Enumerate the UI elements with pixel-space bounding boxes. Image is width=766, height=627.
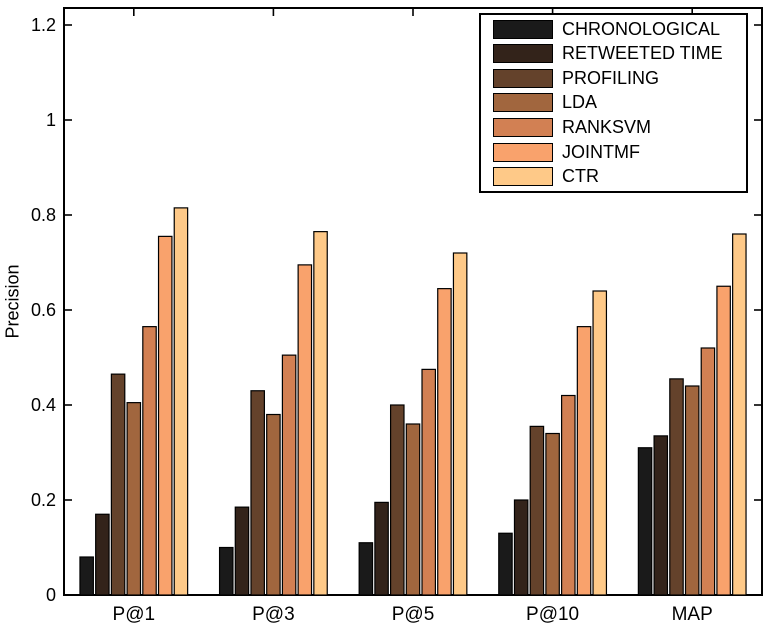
y-tick-label: 0.2 bbox=[31, 490, 56, 510]
bar-lda-p@3 bbox=[266, 413, 281, 596]
legend-swatch bbox=[493, 44, 553, 64]
bar-profiling-p@1 bbox=[110, 373, 126, 596]
legend-item: LDA bbox=[481, 91, 746, 115]
bar-retweeted-time-map bbox=[653, 435, 669, 596]
bar-profiling-p@10 bbox=[529, 425, 545, 596]
y-tick-label: 0.6 bbox=[31, 300, 56, 320]
x-tick-label: P@1 bbox=[113, 604, 156, 625]
x-tick-label: P@10 bbox=[526, 604, 579, 625]
bar-lda-map bbox=[684, 385, 700, 596]
bar-chronological-map bbox=[637, 447, 653, 596]
bar-ctr-p@1 bbox=[173, 207, 189, 596]
bar-profiling-p@3 bbox=[250, 390, 265, 596]
bar-jointmf-p@5 bbox=[437, 288, 452, 596]
bar-ctr-map bbox=[732, 233, 747, 596]
legend-item: RETWEETED TIME bbox=[481, 42, 746, 66]
bar-ctr-p@3 bbox=[313, 231, 328, 596]
bar-lda-p@5 bbox=[405, 423, 421, 596]
bar-jointmf-p@10 bbox=[576, 326, 592, 596]
legend-item: CHRONOLOGICAL bbox=[481, 17, 746, 41]
bar-lda-p@1 bbox=[126, 402, 142, 596]
legend-item: CTR bbox=[481, 165, 746, 189]
legend-swatch bbox=[493, 19, 553, 39]
bar-chronological-p@10 bbox=[498, 532, 513, 596]
legend-label: LDA bbox=[562, 92, 598, 113]
x-tick-label: P@3 bbox=[252, 604, 295, 625]
y-tick-label: 1.2 bbox=[31, 15, 56, 35]
legend-swatch bbox=[493, 93, 553, 113]
bar-ranksvm-p@3 bbox=[281, 354, 297, 596]
legend-item: PROFILING bbox=[481, 66, 746, 90]
bar-retweeted-time-p@10 bbox=[513, 499, 529, 596]
bar-profiling-p@5 bbox=[389, 404, 405, 596]
bar-ranksvm-p@10 bbox=[561, 394, 576, 596]
bar-chronological-p@1 bbox=[79, 556, 94, 596]
y-tick-label: 1 bbox=[46, 110, 56, 130]
bar-ranksvm-p@5 bbox=[421, 368, 437, 596]
bar-ctr-p@10 bbox=[592, 290, 608, 596]
bar-retweeted-time-p@3 bbox=[234, 506, 250, 596]
x-tick-label: MAP bbox=[672, 604, 713, 625]
bar-ctr-p@5 bbox=[452, 252, 468, 596]
legend-item: RANKSVM bbox=[481, 116, 746, 140]
legend-swatch bbox=[493, 142, 553, 162]
bar-jointmf-map bbox=[716, 285, 731, 596]
legend: CHRONOLOGICAL RETWEETED TIME PROFILING LDA R… bbox=[479, 13, 748, 193]
legend-label: RANKSVM bbox=[562, 117, 652, 138]
legend-label: RETWEETED TIME bbox=[562, 43, 723, 64]
bar-ranksvm-map bbox=[700, 347, 716, 596]
bar-retweeted-time-p@1 bbox=[95, 513, 110, 596]
legend-label: CTR bbox=[562, 166, 599, 187]
y-tick-label: 0.4 bbox=[31, 395, 56, 415]
y-tick-label: 0 bbox=[46, 585, 56, 605]
bar-profiling-map bbox=[669, 378, 684, 596]
y-tick-label: 0.8 bbox=[31, 205, 56, 225]
bar-jointmf-p@3 bbox=[297, 264, 313, 596]
legend-label: CHRONOLOGICAL bbox=[562, 18, 721, 39]
legend-swatch bbox=[493, 167, 553, 187]
bar-retweeted-time-p@5 bbox=[374, 501, 389, 596]
bar-jointmf-p@1 bbox=[157, 235, 173, 596]
x-tick-label: P@5 bbox=[392, 604, 435, 625]
bar-chronological-p@5 bbox=[358, 542, 374, 596]
bar-ranksvm-p@1 bbox=[142, 326, 157, 596]
legend-swatch bbox=[493, 118, 553, 138]
bar-chronological-p@3 bbox=[218, 546, 234, 596]
legend-label: JOINTMF bbox=[562, 141, 640, 162]
legend-label: PROFILING bbox=[562, 67, 660, 88]
legend-item: JOINTMF bbox=[481, 140, 746, 164]
legend-swatch bbox=[493, 68, 553, 88]
bar-lda-p@10 bbox=[545, 432, 560, 596]
